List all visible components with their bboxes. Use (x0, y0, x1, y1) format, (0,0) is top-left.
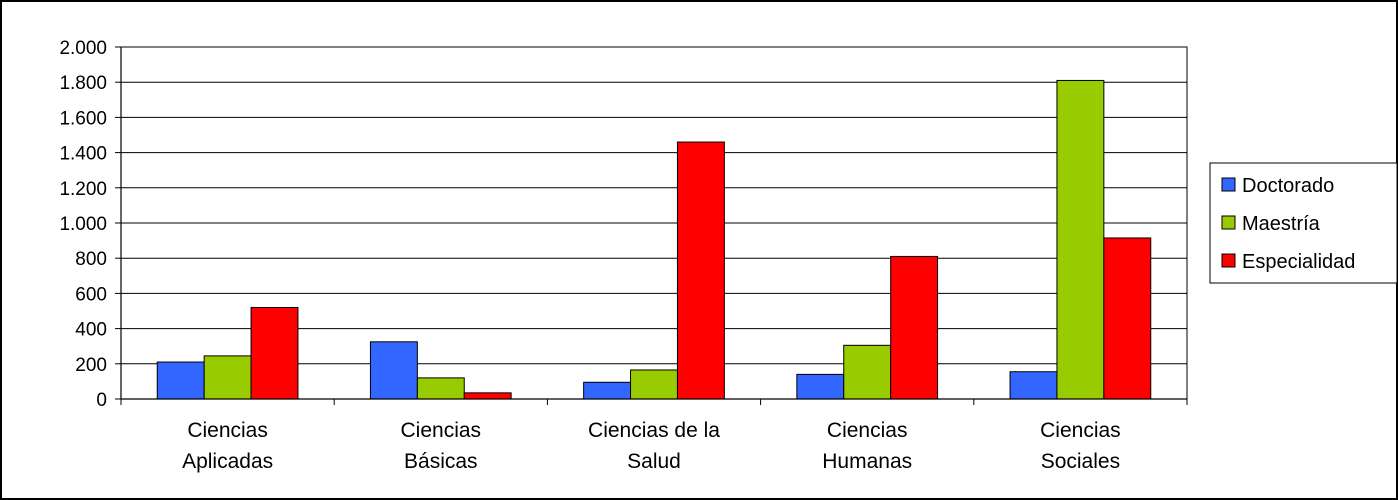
bar-especialidad-4 (1103, 237, 1152, 400)
x-category-label: Ciencias Aplicadas (182, 419, 273, 473)
x-category-label-line: Aplicadas (182, 450, 273, 473)
x-category-label-line: Ciencias (401, 419, 482, 442)
bar-maestra-4 (1056, 79, 1105, 400)
legend-label: Doctorado (1242, 175, 1334, 197)
x-category-label: Ciencias Humanas (822, 419, 912, 473)
y-tick-label: 0 (96, 390, 107, 411)
y-tick-label: 800 (75, 249, 107, 270)
axes (115, 46, 1188, 405)
y-tick-label: 200 (75, 355, 107, 376)
bar-doctorado-3 (796, 373, 845, 400)
legend-swatch (1221, 253, 1236, 268)
legend-swatch (1221, 215, 1236, 230)
y-tick-label: 1.600 (59, 108, 107, 129)
y-tick-label: 1.800 (59, 73, 107, 94)
bar-especialidad-1 (463, 392, 512, 400)
x-category-label: Ciencias de la Salud (588, 419, 720, 473)
x-category-label-line: Sociales (1041, 450, 1120, 473)
y-tick-label: 600 (75, 284, 107, 305)
x-category-label-line: Salud (627, 450, 681, 473)
legend-label: Especialidad (1242, 251, 1355, 273)
x-category-label: Ciencias Básicas (401, 419, 482, 473)
bar-especialidad-0 (250, 306, 299, 400)
bar-maestra-0 (203, 355, 252, 400)
bar-doctorado-0 (156, 361, 205, 400)
x-category-label-line: Humanas (822, 450, 912, 473)
legend-box (1209, 162, 1398, 284)
bar-especialidad-2 (676, 141, 725, 400)
y-tick-label: 1.400 (59, 144, 107, 165)
bar-especialidad-3 (890, 255, 939, 400)
legend-label: Maestría (1242, 213, 1321, 235)
bar-doctorado-2 (583, 381, 632, 400)
bar-maestra-1 (416, 377, 465, 400)
axis-labels: 0 200 400 600 800 1.000 1.200 1.400 1.600 1.800 2.… (59, 38, 1120, 473)
legend: Doctorado Maestría Especialidad (1209, 162, 1398, 284)
x-category-label-line: Básicas (404, 450, 478, 473)
y-tick-label: 1.000 (59, 214, 107, 235)
y-tick-label: 2.000 (59, 38, 107, 59)
bar-doctorado-1 (369, 341, 418, 400)
legend-swatch (1221, 177, 1236, 192)
x-category-label-line: Ciencias de la (588, 419, 720, 442)
x-category-label: Ciencias Sociales (1040, 419, 1121, 473)
y-tick-label: 400 (75, 320, 107, 341)
y-tick-label: 1.200 (59, 179, 107, 200)
bar-maestra-2 (630, 369, 678, 400)
x-category-label-line: Ciencias (187, 419, 268, 442)
x-category-label-line: Ciencias (827, 419, 908, 442)
bar-maestra-3 (843, 344, 892, 400)
x-category-label-line: Ciencias (1040, 419, 1121, 442)
bar-doctorado-4 (1009, 371, 1058, 400)
